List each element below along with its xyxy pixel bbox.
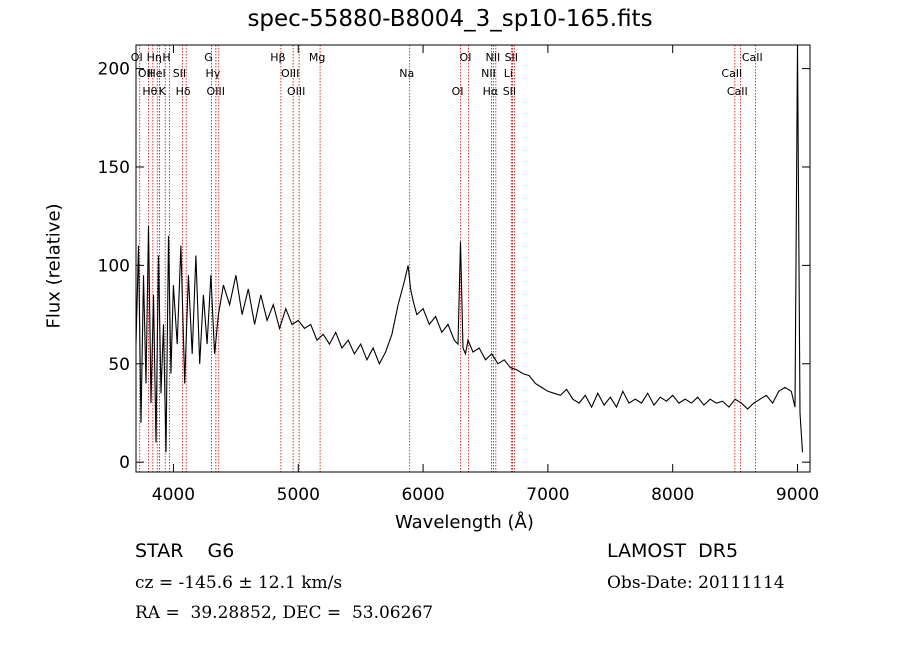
coordinates: RA = 39.28852, DEC = 53.06267 [135, 603, 434, 623]
x-tick-label: 5000 [277, 485, 320, 505]
survey-name: LAMOST DR5 [607, 540, 739, 562]
x-tick-label: 4000 [152, 485, 195, 505]
emission-line-markers [139, 45, 756, 472]
plot-frame [135, 44, 811, 473]
y-tick-label: 150 [98, 158, 130, 178]
x-axis-label: Wavelength (Å) [395, 512, 534, 533]
line-label: OI [452, 85, 464, 98]
line-label: Hβ [270, 51, 285, 64]
y-tick-label: 0 [119, 453, 130, 473]
line-label: Hδ [176, 85, 191, 98]
line-label: Na [399, 67, 414, 80]
observation-date: Obs-Date: 20111114 [607, 573, 785, 593]
line-label: SII [173, 67, 186, 80]
x-tick-label: 8000 [651, 485, 694, 505]
y-tick-label: 50 [108, 355, 130, 375]
line-label: Mg [309, 51, 325, 64]
line-label: CaII [742, 51, 763, 64]
line-label: Hθ [142, 85, 157, 98]
redshift-velocity: cz = -145.6 ± 12.1 km/s [135, 573, 343, 593]
line-label: HeI [147, 67, 165, 80]
line-label: OI [131, 51, 143, 64]
line-label: Li [504, 67, 513, 80]
x-tick-label: 7000 [526, 485, 569, 505]
line-label: OIII [207, 85, 225, 98]
y-tick-label: 200 [98, 60, 130, 80]
x-tick-label: 6000 [401, 485, 444, 505]
line-label: OIII [281, 67, 299, 80]
line-label: NII [481, 67, 496, 80]
y-axis-ticks: 0 50 100 150 200 [98, 60, 810, 473]
chart-title: spec-55880-B8004_3_sp10-165.fits [247, 6, 653, 32]
line-label: SII [503, 85, 516, 98]
line-label: OII [138, 67, 153, 80]
spectrum-series-line [135, 44, 804, 453]
line-label: CaII [727, 85, 748, 98]
line-label: Hα [483, 85, 499, 98]
line-label: G [204, 51, 213, 64]
emission-line-labels: OIOIIHθHηHeIKHSIIHδGHγOIIIHβOIIIOIIIMgNa… [131, 51, 763, 98]
line-label: OIII [287, 85, 305, 98]
line-label: K [159, 85, 167, 98]
line-label: CaII [721, 67, 742, 80]
y-tick-label: 100 [98, 256, 130, 276]
line-label: H [162, 51, 170, 64]
line-label: NII [485, 51, 500, 64]
line-label: Hη [147, 51, 162, 64]
line-label: OI [460, 51, 472, 64]
object-class: STAR G6 [135, 540, 235, 562]
y-axis-label: Flux (relative) [43, 203, 65, 329]
x-tick-label: 9000 [776, 485, 819, 505]
line-label: SII [505, 51, 518, 64]
x-axis-ticks: 4000 5000 6000 7000 8000 9000 [152, 45, 819, 505]
line-label: Hγ [205, 67, 220, 80]
